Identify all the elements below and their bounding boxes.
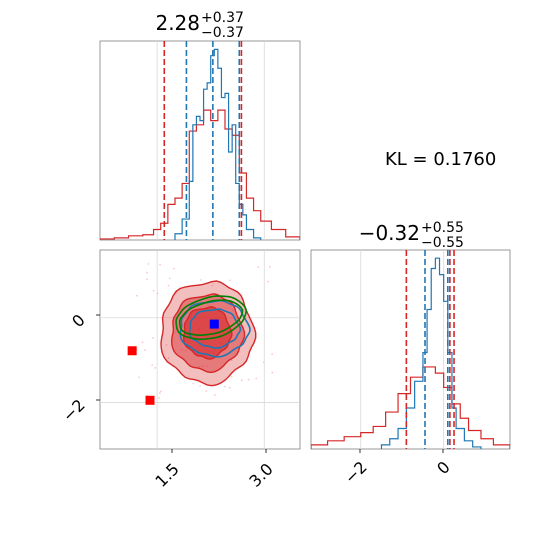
y-tick-label: −2 bbox=[59, 395, 89, 425]
sample-point bbox=[271, 353, 274, 356]
sample-point bbox=[156, 292, 159, 295]
sample-point bbox=[214, 394, 216, 396]
sample-point bbox=[271, 371, 274, 374]
marker bbox=[127, 346, 137, 356]
x-tick-label: 0 bbox=[433, 457, 454, 478]
sample-point bbox=[247, 378, 250, 381]
title-value: 2.28 bbox=[155, 11, 200, 35]
sample-point bbox=[185, 349, 187, 352]
axes-frame bbox=[99, 40, 301, 241]
sample-point bbox=[174, 331, 177, 333]
grid bbox=[100, 250, 300, 449]
marker bbox=[209, 319, 219, 329]
histograms bbox=[311, 257, 510, 449]
sample-point bbox=[232, 309, 234, 312]
markers bbox=[127, 319, 219, 405]
sample-point bbox=[257, 266, 260, 268]
sample-point bbox=[147, 263, 150, 265]
sample-point bbox=[198, 365, 201, 368]
sample-point bbox=[229, 279, 231, 282]
sample-point bbox=[255, 377, 258, 380]
sample-point bbox=[136, 294, 138, 297]
sample-point bbox=[268, 265, 271, 268]
sample-point bbox=[262, 361, 265, 364]
sample-point bbox=[202, 365, 204, 368]
title-plus: +0.55 bbox=[421, 220, 464, 236]
sample-point bbox=[211, 284, 214, 287]
sample-point bbox=[154, 366, 157, 369]
x-tick-label: 3.0 bbox=[245, 459, 276, 490]
sample-point bbox=[267, 280, 270, 283]
sample-point bbox=[243, 308, 246, 311]
sample-point bbox=[146, 278, 148, 281]
kl-annotation: KL = 0.1760 bbox=[385, 149, 496, 170]
contour-line bbox=[188, 308, 242, 349]
y-tick-label: 0 bbox=[68, 310, 89, 331]
sample-point bbox=[205, 390, 208, 393]
title-value: −0.32 bbox=[359, 221, 420, 245]
sample-point bbox=[146, 271, 148, 274]
sample-point bbox=[141, 341, 144, 344]
sample-point bbox=[158, 397, 161, 399]
sample-point bbox=[159, 390, 162, 393]
sample-point bbox=[143, 349, 146, 351]
sample-point bbox=[168, 277, 171, 280]
marker bbox=[145, 395, 155, 405]
sample-point bbox=[138, 376, 141, 379]
sample-point bbox=[146, 394, 149, 397]
grid bbox=[156, 41, 265, 240]
marginal-panel-param-1: 2.28 +0.37 −0.37 bbox=[99, 10, 301, 241]
line-contours bbox=[175, 295, 251, 358]
quantile-lines bbox=[163, 41, 243, 240]
sample-point bbox=[228, 386, 231, 389]
histogram-series bbox=[174, 48, 262, 240]
axes-frame bbox=[310, 249, 511, 450]
sample-point bbox=[167, 357, 170, 359]
x-tick-label: 1.5 bbox=[151, 459, 182, 490]
sample-point bbox=[158, 392, 161, 395]
histogram-series bbox=[380, 257, 482, 449]
sample-point bbox=[240, 379, 243, 382]
sample-point bbox=[192, 382, 195, 385]
sample-point bbox=[159, 263, 161, 266]
sample-point bbox=[151, 364, 154, 367]
title-minus: −0.55 bbox=[421, 235, 464, 251]
sample-point bbox=[206, 365, 208, 368]
sample-point bbox=[167, 284, 170, 287]
sample-point bbox=[223, 385, 226, 388]
title-minus: −0.37 bbox=[201, 25, 244, 41]
sample-point bbox=[181, 348, 183, 351]
sample-point bbox=[152, 289, 155, 292]
marginal-panel-param-2: −2 0 −0.32 +0.55 −0.55 bbox=[310, 220, 511, 488]
contour-line bbox=[175, 295, 248, 341]
sample-point bbox=[230, 375, 233, 378]
sample-point bbox=[172, 267, 175, 270]
contour-line bbox=[178, 299, 244, 337]
quantile-lines bbox=[405, 250, 455, 449]
sample-point bbox=[152, 337, 154, 339]
sample-point bbox=[199, 385, 201, 387]
sample-point bbox=[199, 279, 202, 281]
sample-point bbox=[165, 343, 168, 346]
title-plus: +0.37 bbox=[201, 10, 244, 26]
histograms bbox=[100, 48, 300, 240]
x-tick-label: −2 bbox=[341, 457, 371, 487]
joint-panel: 1.5 3.0 0 −2 bbox=[59, 249, 301, 491]
